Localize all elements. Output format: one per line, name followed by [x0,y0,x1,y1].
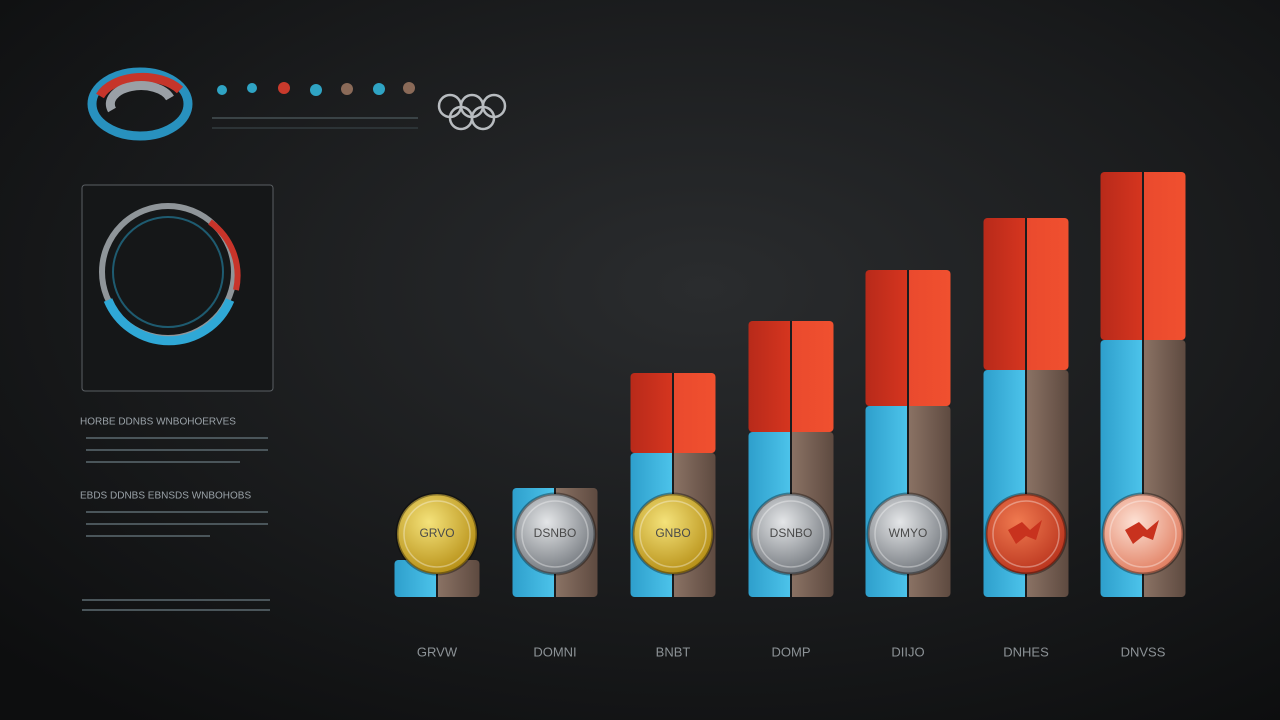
medal [866,492,950,576]
text-lines [82,437,270,611]
panel-heading: HORBE DDNBS WNBOHOERVES [80,417,236,428]
x-tick-label: DIIJO [891,644,924,659]
medal-label: GNBO [655,526,690,540]
medal-rim [757,500,825,568]
panel-heading: EBDS DDNBS EBNSDS WNBOHOBS [80,491,251,502]
medal-rim [521,500,589,568]
medal-icon [1008,520,1042,544]
medal [395,492,479,576]
medal-rim [1109,500,1177,568]
medal-label: GRVO [419,526,454,540]
x-tick-label: GRVW [417,644,458,659]
ring-gauge [99,203,241,346]
medal [749,492,833,576]
medal [513,492,597,576]
rings [437,93,507,131]
x-tick-label: DOMP [772,644,811,659]
panel [81,184,274,392]
icons [212,82,418,129]
medal-rim [403,500,471,568]
medal-rim [874,500,942,568]
medal-rim [992,500,1060,568]
medal-label: DSNBO [770,526,813,540]
x-tick-label: BNBT [656,644,691,659]
x-tick-label: DNVSS [1121,644,1166,659]
medal-label: WMYO [889,526,928,540]
x-tick-label: DOMNI [533,644,576,659]
x-tick-label: DNHES [1003,644,1049,659]
logo [87,67,193,141]
medal-rim [639,500,707,568]
medal-icon [1125,520,1159,544]
medal [631,492,715,576]
medal-label: DSNBO [534,526,577,540]
